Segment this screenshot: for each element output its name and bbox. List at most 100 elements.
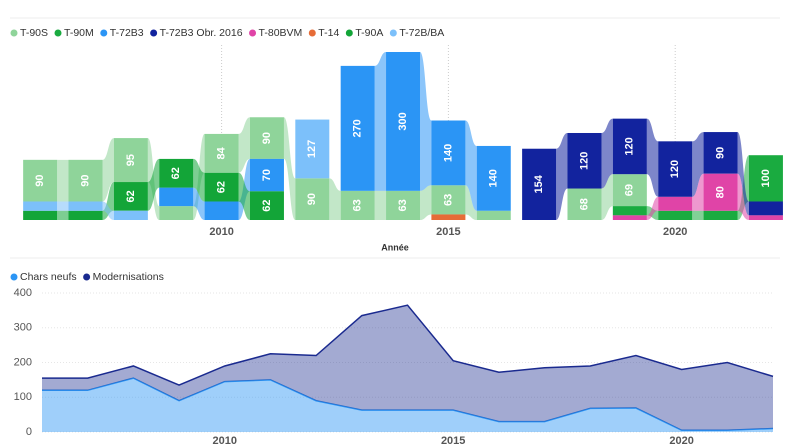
value-label: 270	[352, 119, 364, 137]
column-segment	[431, 185, 466, 215]
ribbon	[193, 187, 205, 220]
column-segment	[612, 215, 647, 220]
ribbon	[646, 118, 659, 197]
value-label: 63	[442, 194, 454, 206]
legend-label: T-90S	[20, 27, 48, 39]
ribbon	[601, 174, 613, 220]
column-segment	[567, 132, 602, 189]
value-label: 120	[624, 137, 636, 155]
x-tick-label: 2010	[209, 226, 233, 238]
legend-label: T-90A	[355, 27, 383, 39]
value-label: 90	[714, 147, 726, 159]
ribbon	[238, 117, 250, 173]
area	[42, 305, 773, 431]
legend-label: T-72B/BA	[399, 27, 444, 39]
column-segment	[23, 201, 58, 211]
y-tick-label: 100	[14, 391, 32, 403]
value-label: 84	[215, 146, 227, 159]
legend-label: T-72B3 Obr. 2016	[160, 27, 243, 39]
value-label: 90	[261, 132, 273, 144]
x-tick-label: 2015	[441, 435, 465, 447]
ribbon	[329, 178, 341, 220]
ribbon	[646, 196, 659, 220]
ribbon	[102, 201, 114, 220]
column-segment	[159, 158, 194, 188]
x-tick-label: 2020	[669, 435, 693, 447]
legend-dot	[83, 273, 91, 281]
column-segment	[612, 206, 647, 216]
value-label: 70	[261, 169, 273, 181]
column-segment	[204, 201, 239, 220]
y-tick-label: 400	[14, 287, 32, 299]
ribbon	[692, 132, 704, 197]
x-tick-label: 2010	[213, 435, 237, 447]
legend-dot	[389, 29, 397, 37]
ribbon	[374, 190, 387, 220]
legend-dot	[100, 29, 108, 37]
column-segment	[159, 187, 194, 207]
column-segment	[522, 148, 557, 220]
legend-label: Chars neufs	[20, 271, 77, 283]
column-segment	[567, 188, 602, 220]
column-segment	[748, 201, 783, 216]
column-segment	[612, 118, 647, 175]
ribbon	[238, 172, 250, 220]
legend-dot	[249, 29, 257, 37]
column-segment	[68, 159, 103, 202]
ribbon	[57, 210, 69, 220]
column-segment	[113, 182, 148, 211]
value-label: 90	[79, 175, 91, 187]
y-tick-label: 200	[14, 356, 32, 368]
legend-dot	[54, 29, 62, 37]
value-label: 62	[215, 181, 227, 193]
column-segment	[113, 138, 148, 183]
ribbon	[556, 132, 568, 220]
value-label: 62	[170, 167, 182, 179]
value-label: 90	[306, 193, 318, 205]
ribbon	[57, 159, 69, 202]
legend-label: T-14	[318, 27, 339, 39]
legend-label: T-72B3	[110, 27, 144, 39]
column-segment	[748, 215, 783, 220]
column-segment	[68, 201, 103, 211]
line	[42, 377, 774, 432]
ribbon	[692, 173, 704, 211]
column-segment	[386, 190, 421, 220]
column-segment	[159, 206, 194, 220]
ribbon	[601, 118, 613, 189]
ribbons	[57, 45, 749, 220]
column-segment	[204, 172, 239, 202]
ribbon	[374, 52, 387, 191]
value-label: 120	[669, 160, 681, 178]
x-tick-label: 2015	[436, 226, 460, 238]
column-segment	[431, 214, 466, 220]
value-label: 68	[578, 198, 590, 210]
ribbon	[283, 117, 296, 220]
column-segment	[612, 174, 647, 207]
column-segment	[23, 210, 58, 220]
ribbon	[465, 120, 477, 211]
column-segment	[113, 210, 148, 220]
legend-dot	[10, 273, 18, 281]
legend-dot	[150, 29, 158, 37]
column-segment	[23, 159, 58, 202]
ribbon	[465, 185, 477, 220]
value-label: 69	[624, 184, 636, 196]
column-segment	[249, 191, 284, 220]
ribbon	[420, 185, 432, 220]
ribbon	[147, 158, 160, 211]
ribbon	[102, 138, 114, 202]
column-segment	[431, 120, 466, 186]
column-segment	[748, 155, 783, 202]
column-segment	[204, 133, 239, 173]
ribbon	[57, 201, 69, 211]
value-label: 90	[34, 175, 46, 187]
x-tick-label: 2020	[663, 226, 687, 238]
column-segment	[295, 119, 330, 179]
column-segment	[68, 210, 103, 220]
value-label: 100	[760, 169, 772, 187]
column-segment	[386, 52, 421, 191]
ribbon	[420, 52, 432, 191]
line	[42, 304, 774, 386]
